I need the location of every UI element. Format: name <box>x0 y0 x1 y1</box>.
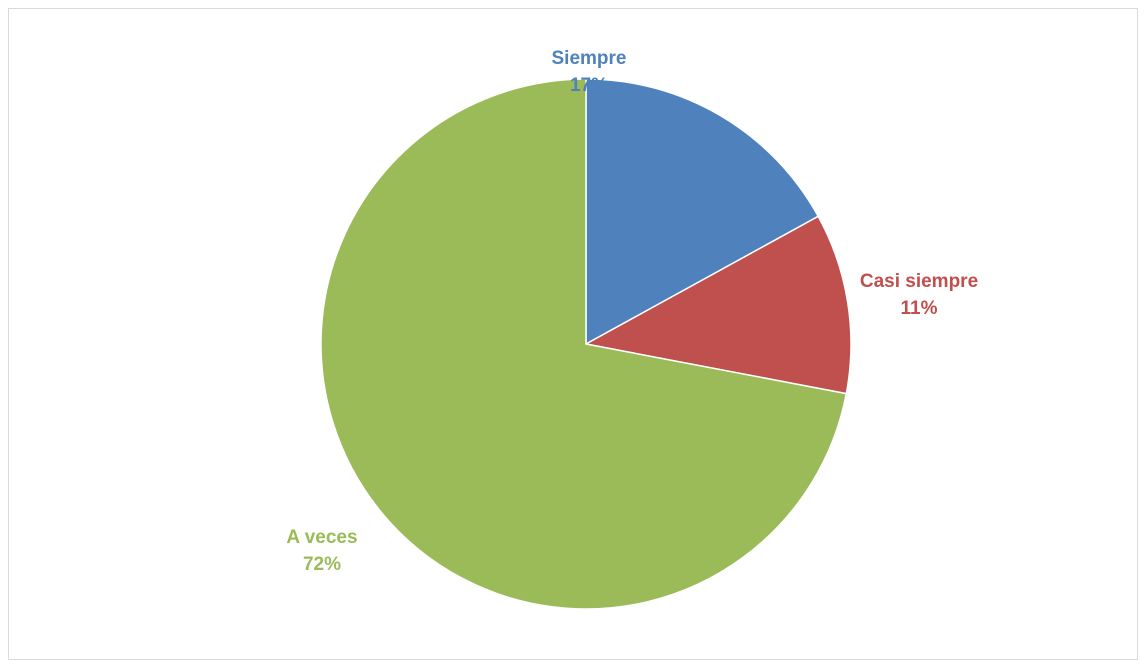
slice-label-siempre: Siempre <box>552 48 627 69</box>
pie-slice-casi-siempre <box>583 215 852 395</box>
slice-label-a-veces: A veces <box>286 527 357 548</box>
chart-frame: Siempre 17% Casi siempre 11% A veces 72% <box>8 8 1138 660</box>
slice-value-a-veces: 72% <box>303 554 341 575</box>
slice-value-casi-siempre: 11% <box>901 298 938 319</box>
pie-slice-a-veces <box>320 78 848 610</box>
slice-value-siempre: 17% <box>570 75 608 96</box>
pie-slice-siempre <box>585 78 820 346</box>
pie-chart: Siempre 17% Casi siempre 11% A veces 72% <box>286 48 978 610</box>
slice-label-casi-siempre: Casi siempre <box>860 271 978 292</box>
